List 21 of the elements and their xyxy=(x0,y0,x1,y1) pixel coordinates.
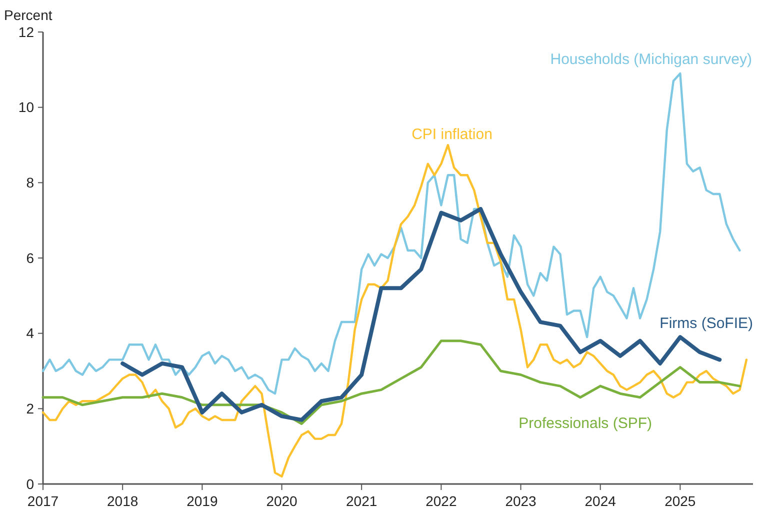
series-label: CPI inflation xyxy=(412,126,492,143)
y-tick-label: 8 xyxy=(26,174,34,191)
y-tick-label: 4 xyxy=(26,325,34,342)
series-label: Firms (SoFIE) xyxy=(660,315,753,332)
x-tick-label: 2024 xyxy=(584,493,616,509)
y-tick-label: 10 xyxy=(18,99,34,116)
y-tick-label: 12 xyxy=(18,24,34,40)
x-tick-label: 2020 xyxy=(266,493,298,509)
x-tick-label: 2021 xyxy=(346,493,378,509)
x-tick-label: 2022 xyxy=(426,493,457,509)
x-tick-label: 2025 xyxy=(664,493,696,509)
y-tick-label: 2 xyxy=(26,400,34,417)
x-tick-label: 2019 xyxy=(186,493,218,509)
text: Households (Michigan survey) xyxy=(550,51,752,68)
series-label: Professionals (SPF) xyxy=(518,415,652,432)
y-axis-title: Percent xyxy=(4,7,52,23)
x-tick-label: 2018 xyxy=(107,493,138,509)
y-tick-label: 0 xyxy=(26,476,34,492)
x-tick-label: 2023 xyxy=(505,493,537,509)
x-tick-label: 2017 xyxy=(27,493,59,509)
y-tick-label: 6 xyxy=(26,250,34,266)
